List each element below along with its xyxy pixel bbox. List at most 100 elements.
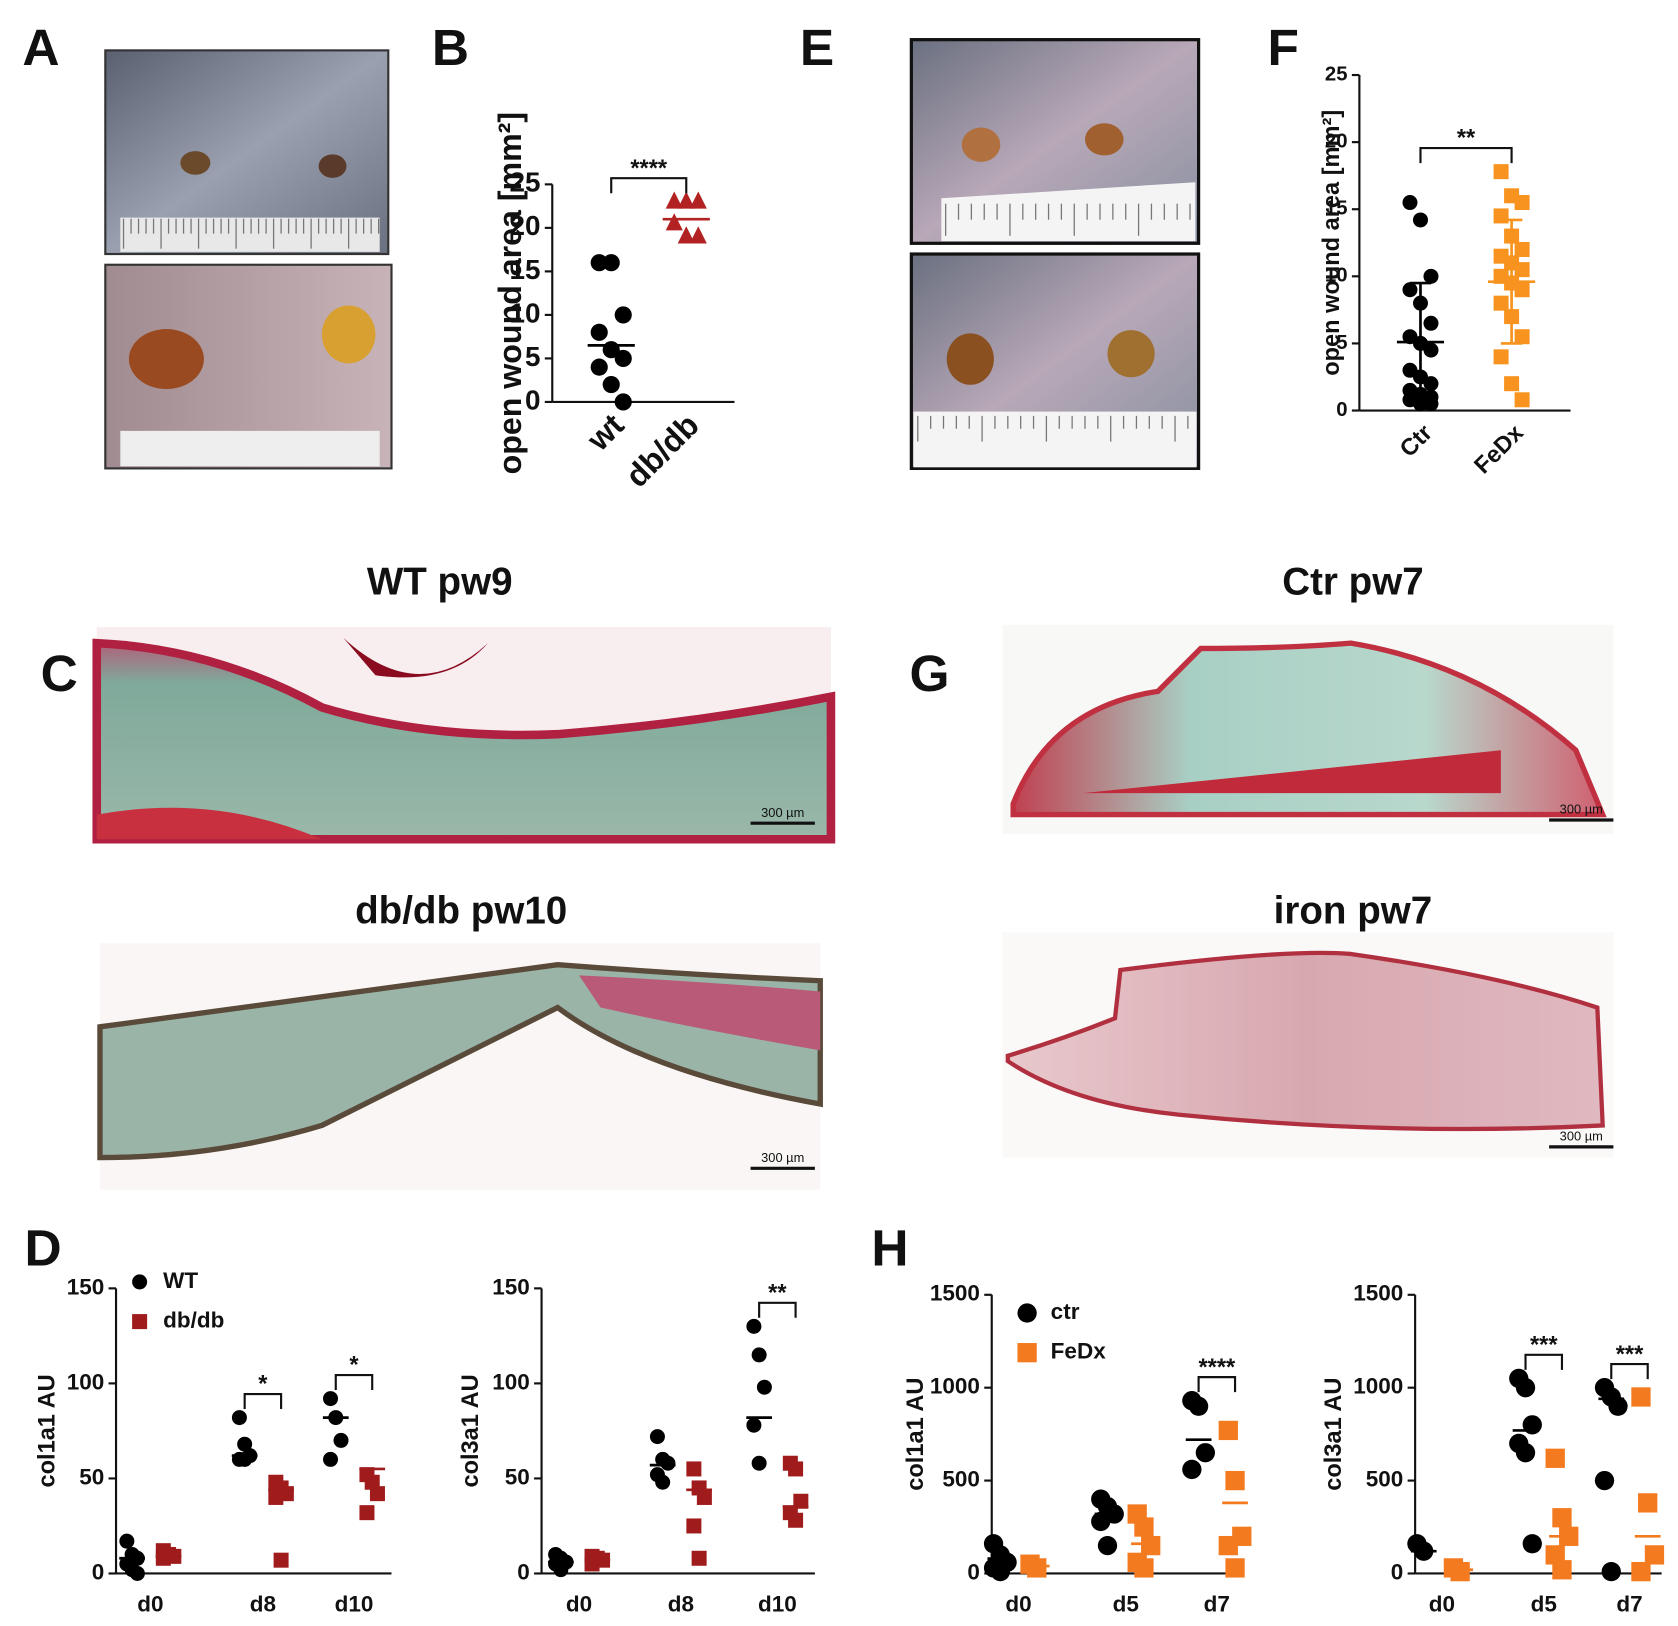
- x-tick-label: d10: [335, 1592, 374, 1617]
- data-point: [602, 254, 620, 272]
- data-point: [590, 323, 608, 341]
- y-tick-label: 1000: [930, 1374, 980, 1399]
- y-tick-label: 100: [492, 1369, 530, 1394]
- panel-label: D: [25, 1219, 62, 1277]
- y-axis-label: col3a1 AU: [457, 1374, 483, 1487]
- x-tick-label: d0: [1005, 1592, 1031, 1617]
- x-tick-label: Ctr: [1395, 419, 1437, 461]
- data-point: [590, 254, 608, 272]
- histology-ctr: [1002, 624, 1614, 834]
- data-point: [746, 1417, 762, 1433]
- data-point: [1423, 315, 1439, 331]
- data-point: [237, 1436, 253, 1452]
- significance-bracket: [334, 1373, 374, 1391]
- significance-label: ***: [1530, 1331, 1558, 1357]
- data-point: [756, 1379, 772, 1395]
- y-tick-label: 25: [1325, 63, 1348, 85]
- y-tick-label: 20: [509, 210, 540, 241]
- data-point: [1402, 282, 1418, 298]
- significance-label: **: [768, 1279, 787, 1305]
- x-tick-label: db/db: [618, 407, 705, 494]
- data-point: [1515, 1443, 1536, 1463]
- y-tick-label: 0: [1391, 1559, 1404, 1584]
- y-tick-label: 15: [509, 254, 540, 285]
- significance-label: ****: [630, 155, 668, 181]
- y-axis-label: open wound area [mm²]: [1318, 110, 1344, 376]
- data-point: [268, 1489, 284, 1505]
- data-point: [691, 1550, 707, 1566]
- data-point: [333, 1432, 349, 1448]
- y-tick-label: 0: [92, 1559, 105, 1584]
- y-tick-label: 50: [505, 1464, 530, 1489]
- y-tick-label: 5: [1336, 332, 1347, 354]
- y-tick-label: 20: [1325, 131, 1348, 153]
- data-point: [1423, 268, 1439, 284]
- y-tick-label: 15: [1325, 198, 1348, 220]
- data-point: [273, 1552, 289, 1568]
- data-point: [1218, 1535, 1238, 1556]
- panel-label: H: [871, 1219, 908, 1277]
- data-point: [1552, 1508, 1572, 1528]
- dot-plot: 0 500 1000 1500 col1a1 AU d0 d5 d7 **** ctr FeDx: [902, 1281, 1252, 1617]
- data-point: [1644, 1545, 1665, 1565]
- y-tick-label: 1000: [1353, 1374, 1403, 1399]
- data-point: [1225, 1558, 1245, 1578]
- image-title: Ctr pw7: [1282, 560, 1423, 603]
- data-point: [1514, 392, 1530, 408]
- data-point: [1402, 195, 1418, 211]
- data-point: [1134, 1517, 1154, 1537]
- data-point: [369, 1486, 385, 1502]
- panel-label: G: [910, 644, 950, 702]
- data-point: [590, 358, 608, 376]
- dot-plot: 0 5 10 15 20 25 open wound area [mm²] Ctr FeDx **: [1318, 63, 1571, 479]
- data-point: [689, 226, 707, 244]
- data-point: [689, 191, 707, 209]
- x-tick-label: d0: [566, 1592, 592, 1617]
- y-tick-label: 25: [509, 167, 540, 198]
- image-title: iron pw7: [1274, 889, 1433, 932]
- dot-plot: 0 50 100 150 col3a1 AU d0 d8 d10 **: [457, 1274, 815, 1617]
- data-point: [602, 375, 620, 394]
- data-point: [1514, 329, 1530, 345]
- significance-bracket: [758, 1301, 797, 1318]
- data-point: [788, 1512, 804, 1528]
- y-tick-label: 10: [509, 297, 540, 328]
- x-tick-label: d5: [1531, 1592, 1557, 1617]
- data-point: [1631, 1561, 1651, 1582]
- dot-plot: 0 500 1000 1500 col3a1 AU d0 d5 d7 *** ***: [1320, 1281, 1665, 1617]
- data-point: [677, 226, 695, 244]
- x-tick-label: d7: [1616, 1592, 1642, 1617]
- data-point: [1601, 1561, 1621, 1582]
- significance-bracket: [1419, 146, 1513, 164]
- data-point: [1515, 1378, 1536, 1398]
- data-point: [1218, 1420, 1238, 1441]
- data-point: [1514, 282, 1530, 298]
- scale-bar-label: 300 µm: [761, 1150, 804, 1165]
- panel-label: B: [432, 18, 469, 76]
- significance-label: *: [349, 1352, 359, 1378]
- legend-label: ctr: [1051, 1299, 1080, 1324]
- x-tick-label: wt: [579, 407, 631, 459]
- y-tick-label: 50: [79, 1464, 104, 1489]
- data-point: [1091, 1511, 1111, 1532]
- data-point: [119, 1533, 135, 1549]
- x-tick-label: d0: [137, 1592, 163, 1617]
- data-point: [1514, 195, 1530, 211]
- panel-label: E: [800, 18, 834, 76]
- data-point: [696, 1489, 712, 1505]
- significance-label: ****: [1198, 1354, 1236, 1380]
- y-tick-label: 150: [492, 1274, 530, 1299]
- data-point: [1493, 164, 1509, 180]
- y-tick-label: 5: [525, 341, 541, 372]
- scale-bar-label: 300 µm: [1560, 1129, 1603, 1144]
- y-tick-label: 100: [67, 1369, 105, 1394]
- x-tick-label: FeDx: [1469, 419, 1528, 478]
- y-axis-label: col1a1 AU: [902, 1378, 928, 1491]
- x-tick-label: d5: [1113, 1592, 1139, 1617]
- data-point: [614, 349, 632, 368]
- significance-bracket: [1524, 1353, 1564, 1370]
- y-axis-label: col1a1 AU: [34, 1374, 60, 1487]
- y-tick-label: 0: [517, 1559, 530, 1584]
- image-title: db/db pw10: [355, 889, 567, 932]
- data-point: [1594, 1470, 1615, 1491]
